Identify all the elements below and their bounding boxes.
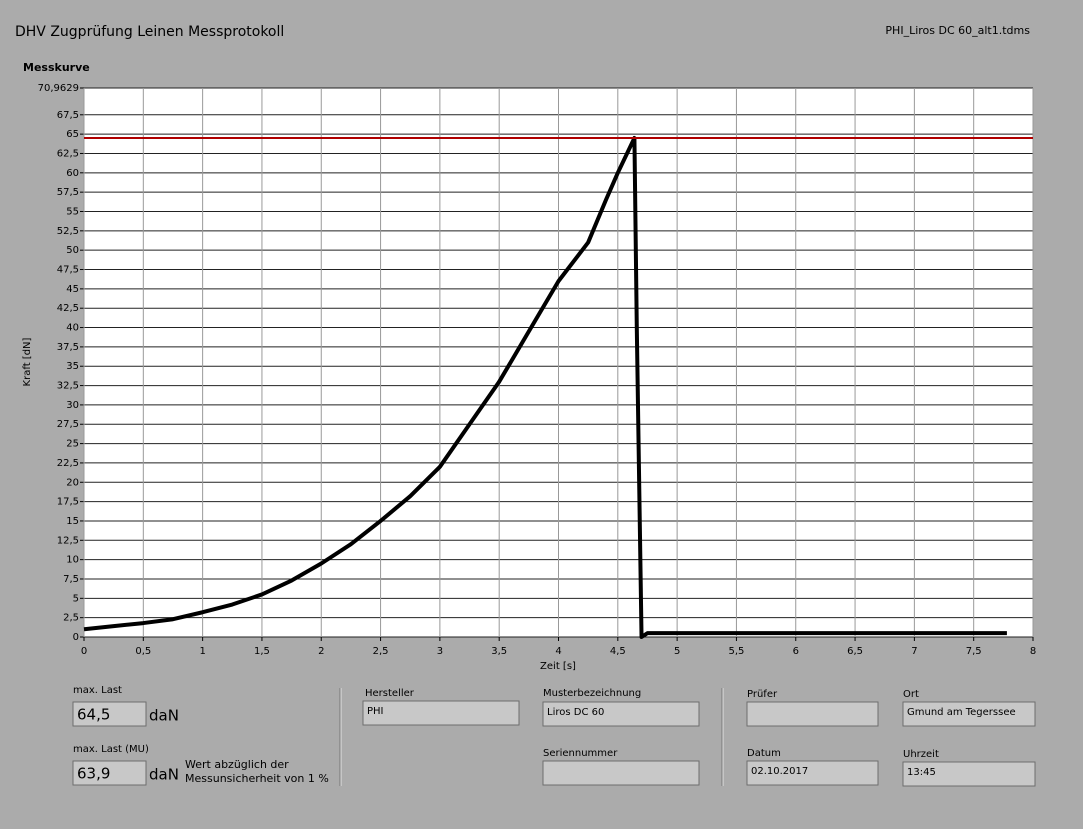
x-tick-label: 7 <box>911 646 917 657</box>
field-box <box>542 701 700 727</box>
plot <box>83 136 1033 639</box>
note: Wert abzüglich der <box>185 758 289 771</box>
field-box <box>746 760 879 786</box>
y-tick-label: 15 <box>66 516 79 527</box>
field-value: Liros DC 60 <box>547 707 604 718</box>
y-tick-label: 67,5 <box>57 110 79 121</box>
y-tick-label: 35 <box>66 361 79 372</box>
y-tick-label: 7,5 <box>63 574 79 585</box>
field-box <box>72 760 147 786</box>
x-tick-label: 3,5 <box>491 646 507 657</box>
field-box <box>746 701 879 727</box>
y-tick-label: 10 <box>66 555 79 566</box>
y-tick-label: 5 <box>73 593 79 604</box>
y-tick-label: 55 <box>66 206 79 217</box>
y-tick-label: 47,5 <box>57 265 79 276</box>
field-value: 02.10.2017 <box>751 766 808 777</box>
y-tick-label: 22,5 <box>57 458 79 469</box>
x-tick-label: 1 <box>199 646 205 657</box>
field-label: Seriennummer <box>543 748 618 759</box>
y-tick-label: 27,5 <box>57 419 79 430</box>
y-tick-label: 50 <box>66 245 79 256</box>
y-tick-label: 30 <box>66 400 79 411</box>
y-tick-label: 20 <box>66 477 79 488</box>
x-tick-label: 0 <box>81 646 87 657</box>
x-tick-label: 5 <box>674 646 680 657</box>
x-tick-label: 1,5 <box>254 646 270 657</box>
x-tick-label: 8 <box>1030 646 1036 657</box>
x-tick-label: 5,5 <box>728 646 744 657</box>
y-tick-label: 17,5 <box>57 497 79 508</box>
unit: daN <box>149 707 179 725</box>
y-tick-label: 32,5 <box>57 381 79 392</box>
x-tick-label: 7,5 <box>966 646 982 657</box>
field-label: Uhrzeit <box>903 749 939 760</box>
field-label: Prüfer <box>747 689 778 700</box>
y-tick-label: 52,5 <box>57 226 79 237</box>
field-box <box>902 761 1036 787</box>
page-title: DHV Zugprüfung Leinen Messprotokoll <box>15 24 284 40</box>
field-box <box>72 701 147 727</box>
y-axis-label: Kraft [dN] <box>22 337 33 386</box>
y-tick-label: 12,5 <box>57 535 79 546</box>
note: Messunsicherheit von 1 % <box>185 772 329 785</box>
y-tick-label: 60 <box>66 168 79 179</box>
x-tick-label: 2,5 <box>373 646 389 657</box>
y-tick-label: 62,5 <box>57 148 79 159</box>
y-tick-label: 70,9629 <box>38 83 79 94</box>
field-label: max. Last (MU) <box>73 744 149 755</box>
x-tick-label: 4 <box>555 646 561 657</box>
field-label: Datum <box>747 748 781 759</box>
x-tick-label: 6 <box>793 646 799 657</box>
y-tick-label: 37,5 <box>57 342 79 353</box>
y-tick-label: 65 <box>66 129 79 140</box>
x-axis-label: Zeit [s] <box>540 661 576 672</box>
file-name: PHI_Liros DC 60_alt1.tdms <box>885 24 1030 37</box>
chart-title: Messkurve <box>23 61 90 74</box>
y-tick-label: 25 <box>66 439 79 450</box>
x-tick-label: 6,5 <box>847 646 863 657</box>
y-tick-label: 57,5 <box>57 187 79 198</box>
field-value: PHI <box>367 706 384 717</box>
field-label: Hersteller <box>365 688 415 699</box>
field-label: max. Last <box>73 685 122 696</box>
field-value: 64,5 <box>77 706 110 724</box>
grid <box>80 87 1034 641</box>
field-box <box>902 701 1036 727</box>
y-tick-label: 42,5 <box>57 303 79 314</box>
unit: daN <box>149 766 179 784</box>
field-value: 63,9 <box>77 765 110 783</box>
field-box <box>362 700 520 726</box>
x-tick-label: 2 <box>318 646 324 657</box>
y-tick-label: 40 <box>66 323 79 334</box>
field-value: 13:45 <box>907 767 936 778</box>
field-label: Musterbezeichnung <box>543 688 641 699</box>
field-value: Gmund am Tegerssee <box>907 707 1016 718</box>
y-tick-label: 45 <box>66 284 79 295</box>
y-tick-label: 0 <box>73 632 79 643</box>
field-box <box>542 760 700 786</box>
y-tick-label: 2,5 <box>63 613 79 624</box>
field-label: Ort <box>903 689 919 700</box>
x-tick-label: 4,5 <box>610 646 626 657</box>
x-tick-label: 3 <box>437 646 443 657</box>
x-tick-label: 0,5 <box>135 646 151 657</box>
